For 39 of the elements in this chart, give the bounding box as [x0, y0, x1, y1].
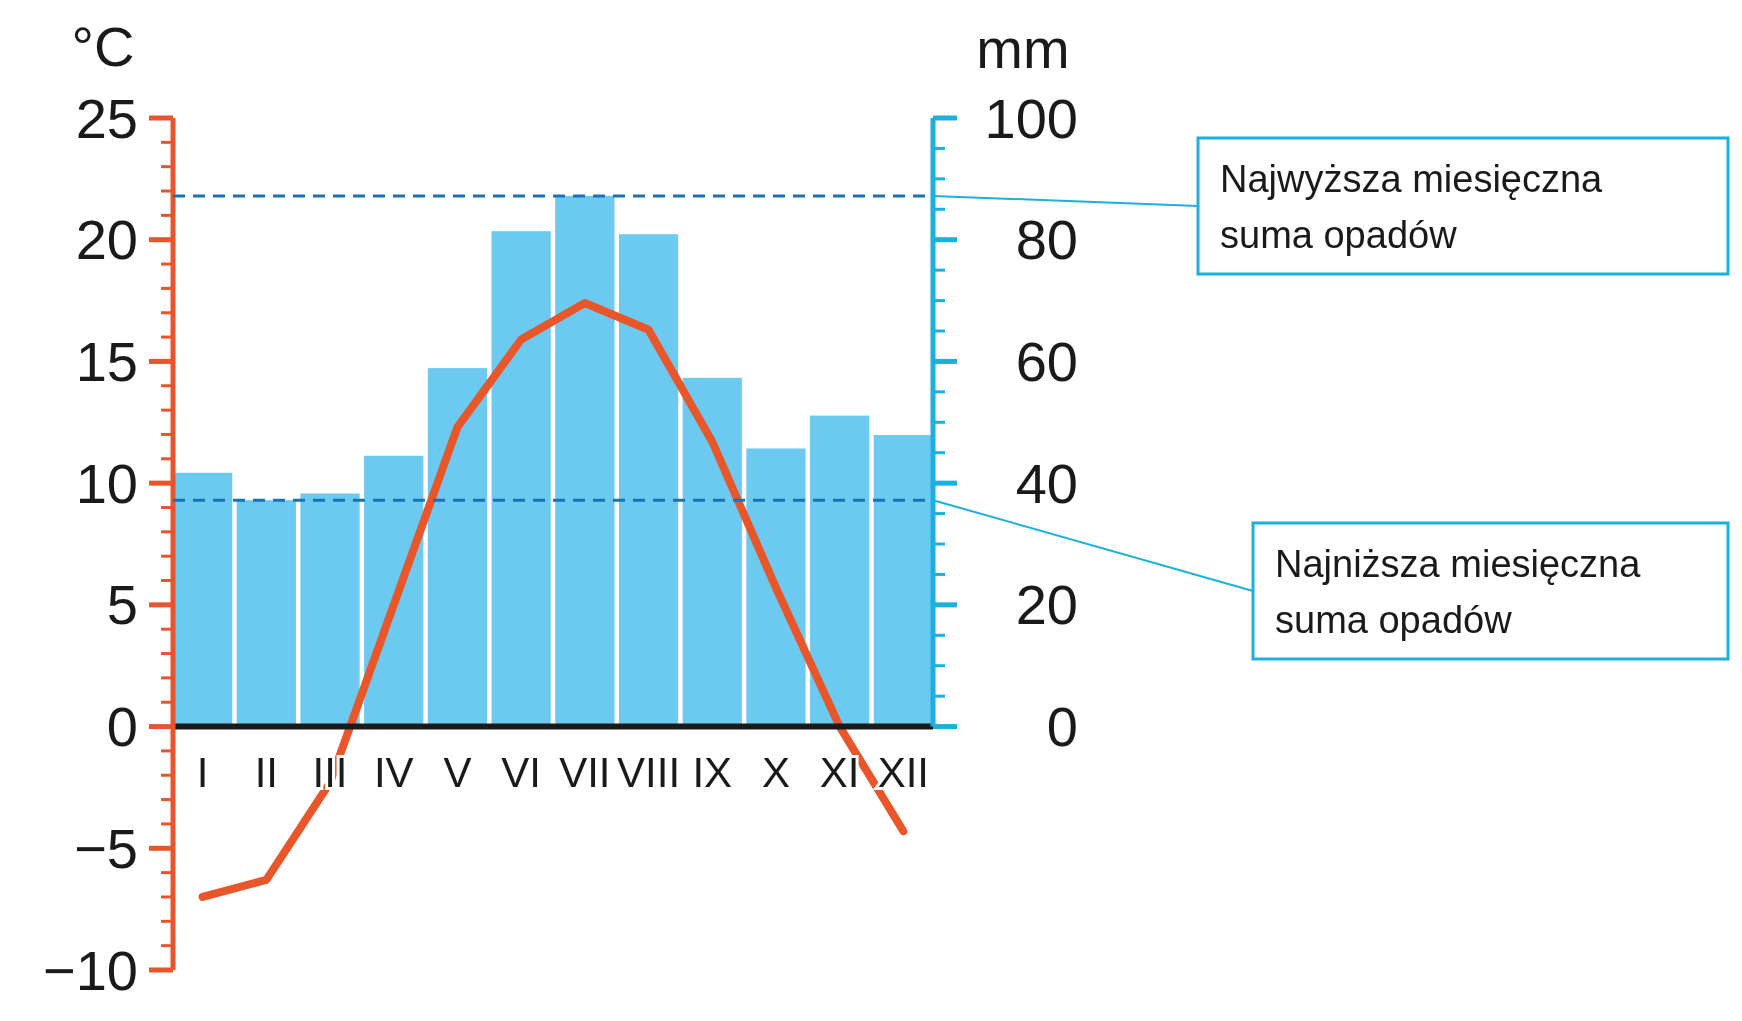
y-axis-title: °C — [71, 15, 135, 78]
bar — [173, 472, 233, 727]
bar — [810, 415, 870, 727]
y2-tick-label: 60 — [1015, 330, 1078, 394]
x-tick-label: XII — [877, 748, 930, 796]
ref-line-label: Najniższa miesięczna suma opadów — [1275, 543, 1642, 641]
x-tick-label: IX — [692, 748, 733, 796]
y-tick-label: 5 — [106, 573, 138, 637]
bar — [618, 234, 679, 727]
x-tick-label: IV — [373, 748, 414, 796]
x-tick-label: VI — [501, 748, 541, 796]
x-tick-label: X — [761, 748, 790, 796]
y-tick-label: 20 — [75, 208, 138, 272]
bar — [555, 195, 615, 727]
bar — [746, 448, 806, 727]
y-tick-label: 15 — [75, 330, 138, 394]
y2-tick-label: 80 — [1015, 208, 1078, 272]
ref-line-label: Najwyższa miesięczna suma opadów — [1220, 158, 1604, 256]
bar — [427, 368, 488, 727]
y-tick-label: 25 — [75, 86, 138, 150]
x-tick-label: VII — [559, 748, 611, 796]
x-tick-label: VIII — [617, 748, 681, 796]
x-tick-label: I — [196, 748, 209, 796]
y2-axis-title: mm — [976, 17, 1070, 80]
y2-tick-label: 20 — [1015, 573, 1078, 637]
bar — [682, 377, 742, 727]
y-tick-label: 0 — [106, 695, 138, 759]
y-tick-label: −5 — [74, 816, 138, 880]
x-tick-label: XI — [819, 748, 860, 796]
bar — [300, 493, 360, 727]
y-tick-label: −10 — [43, 938, 138, 1002]
y2-tick-label: 100 — [984, 86, 1078, 150]
y2-tick-label: 40 — [1015, 451, 1078, 515]
x-tick-label: II — [254, 748, 278, 796]
bar — [491, 231, 551, 727]
y2-tick-label: 0 — [1046, 695, 1078, 759]
y-tick-label: 10 — [75, 451, 138, 515]
bar — [236, 500, 296, 727]
x-tick-label: V — [443, 748, 472, 796]
